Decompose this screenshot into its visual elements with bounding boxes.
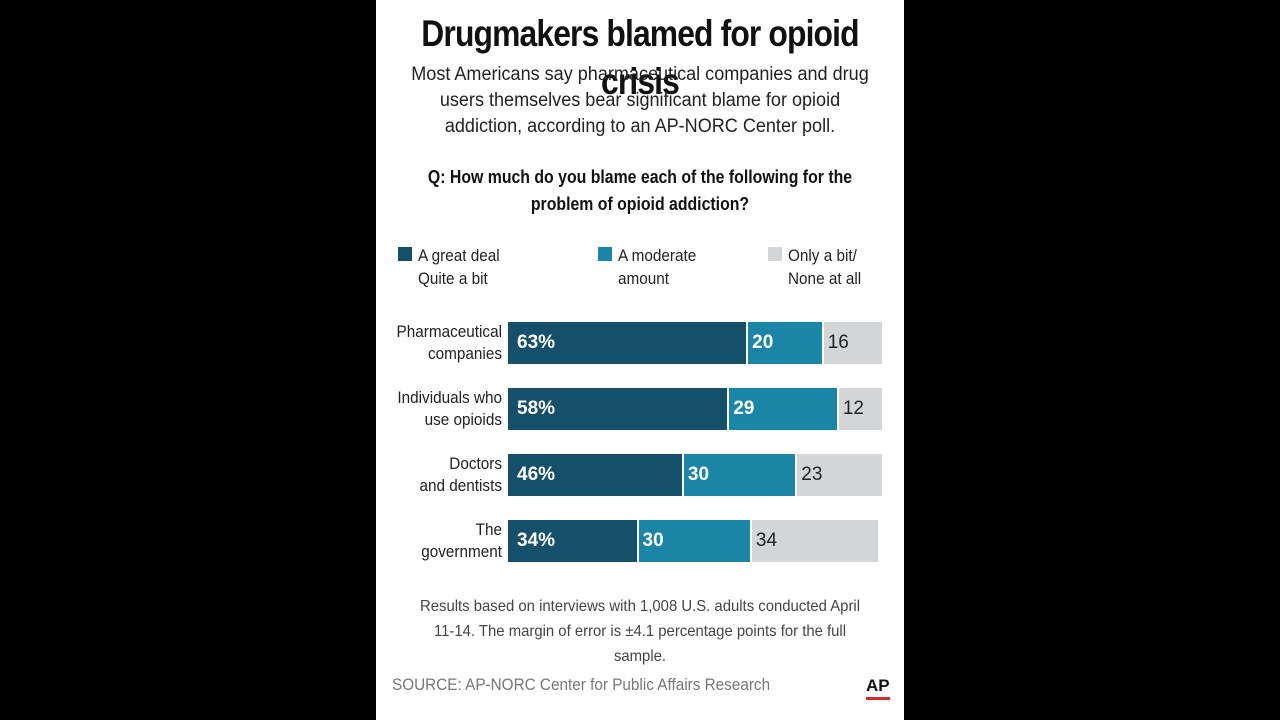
legend-swatch [598, 247, 612, 261]
bar-segment [727, 388, 837, 430]
ap-logo: AP [866, 676, 890, 695]
legend-swatch [768, 247, 782, 261]
data-label: 63% [517, 332, 556, 353]
legend-item: Only a bit/ None at all [768, 244, 869, 290]
legend-item: A moderate amount [598, 244, 705, 290]
data-label: 46% [517, 464, 556, 485]
bar-segment [508, 388, 728, 430]
data-label: 16 [827, 332, 849, 353]
poll-question: Q: How much do you blame each of the fol… [427, 167, 853, 214]
data-label: 12 [842, 398, 864, 419]
bar-segment [636, 520, 750, 562]
category-label: Individuals who use opioids [397, 388, 502, 429]
bar-segment [795, 454, 883, 496]
bar-segment [746, 322, 822, 364]
category-label: Doctors and dentists [419, 454, 502, 495]
source-credit: SOURCE: AP-NORC Center for Public Affair… [392, 675, 771, 694]
chart-title: Drugmakers blamed for opioid crisis [421, 13, 859, 102]
legend-label: A great deal Quite a bit [418, 246, 500, 288]
legend-label: Only a bit/ None at all [788, 246, 862, 288]
data-label: 30 [687, 464, 710, 485]
ap-logo-underline [866, 697, 890, 700]
data-label: 30 [642, 530, 664, 551]
data-label: 58% [517, 398, 556, 419]
data-label: 23 [801, 464, 823, 485]
methodology-note: Results based on interviews with 1,008 U… [419, 598, 861, 665]
bar-segment [821, 322, 883, 364]
data-label: 34% [517, 530, 556, 551]
bar-segment [749, 520, 879, 562]
data-label: 29 [733, 398, 755, 419]
category-label: The government [421, 520, 502, 561]
legend-item: A great deal Quite a bit [398, 244, 509, 290]
bar-segment [508, 520, 637, 562]
legend-swatch [398, 247, 412, 261]
chart-subtitle: Most Americans say pharmaceutical compan… [411, 64, 869, 137]
data-label: 34 [755, 530, 778, 551]
category-label: Pharmaceutical companies [396, 322, 502, 363]
infographic-panel: Drugmakers blamed for opioid crisis Most… [376, 0, 904, 720]
bar-segment [508, 454, 682, 496]
data-label: 20 [752, 332, 774, 353]
bar-segment [508, 322, 747, 364]
bar-segment [836, 388, 883, 430]
bar-segment [681, 454, 796, 496]
legend-label: A moderate amount [618, 246, 697, 288]
